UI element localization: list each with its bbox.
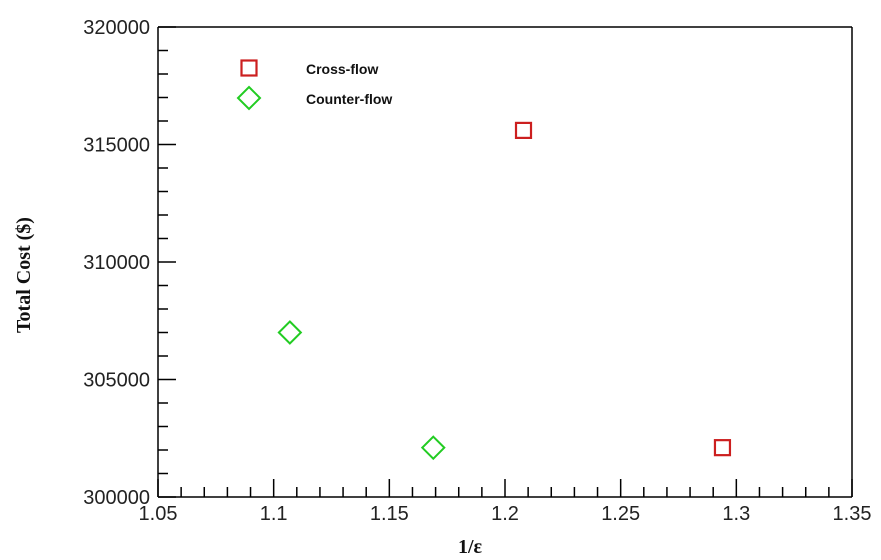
x-axis-title: 1/ε xyxy=(458,536,483,558)
legend-label-counter-flow: Counter-flow xyxy=(306,91,392,107)
counter-flow-point xyxy=(420,435,446,461)
x-tick-label: 1.3 xyxy=(722,503,750,525)
x-tick-label: 1.25 xyxy=(601,503,640,525)
counter-flow-point xyxy=(277,320,303,345)
legend-marker-counter-flow xyxy=(236,85,262,111)
legend: Cross-flow Counter-flow xyxy=(236,59,392,111)
x-tick-label: 1.1 xyxy=(260,503,288,525)
y-tick-label: 305000 xyxy=(83,370,150,392)
y-tick-label: 300000 xyxy=(83,487,150,509)
plot-frame xyxy=(157,26,853,498)
legend-marker-cross-flow xyxy=(240,59,258,77)
x-tick-label: 1.35 xyxy=(833,503,872,525)
x-axis-ticks: 1.05 1.1 1.15 1.2 1.25 1.3 1.35 xyxy=(139,479,872,525)
cross-flow-point xyxy=(514,121,533,140)
data-points xyxy=(277,121,732,461)
x-tick-label: 1.15 xyxy=(370,503,409,525)
cross-flow-point xyxy=(713,439,732,457)
y-tick-label: 310000 xyxy=(83,252,150,274)
legend-label-cross-flow: Cross-flow xyxy=(306,61,378,77)
legend-square-icon xyxy=(240,59,258,77)
x-tick-label: 1.2 xyxy=(491,503,519,525)
y-axis-title: Total Cost ($) xyxy=(13,217,35,333)
y-tick-label: 320000 xyxy=(83,17,150,39)
legend-diamond-icon xyxy=(236,85,262,111)
x-tick-label: 1.05 xyxy=(139,503,178,525)
y-axis-ticks: 300000 305000 310000 315000 320000 xyxy=(83,17,176,509)
y-tick-label: 315000 xyxy=(83,135,150,157)
